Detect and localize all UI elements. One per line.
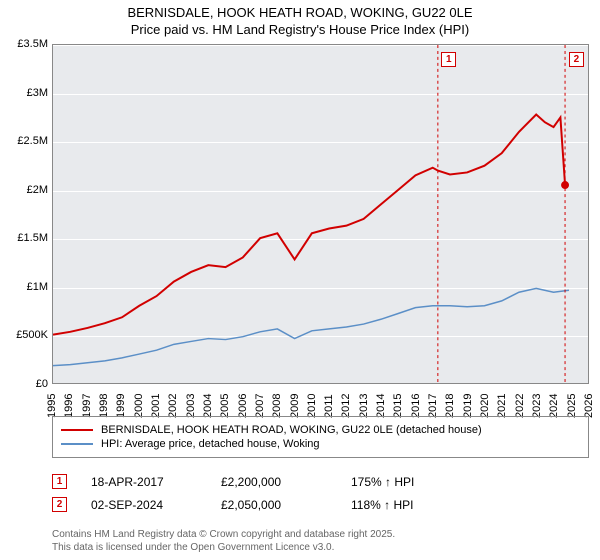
plot-area [52, 44, 589, 384]
x-tick-label: 2013 [358, 398, 370, 418]
x-tick-label: 2011 [323, 398, 335, 418]
x-tick-label: 2014 [375, 398, 387, 418]
x-tick-label: 2005 [219, 398, 231, 418]
y-tick-label: £3M [0, 87, 48, 99]
x-tick-label: 2018 [444, 398, 456, 418]
x-tick-label: 2015 [392, 398, 404, 418]
footer-line-2: This data is licensed under the Open Gov… [52, 541, 589, 554]
transaction-row: 2 02-SEP-2024£2,050,000118% ↑ HPI [52, 493, 589, 516]
x-tick-label: 2016 [410, 398, 422, 418]
transaction-date: 02-SEP-2024 [91, 498, 221, 512]
transaction-delta: 118% ↑ HPI [351, 498, 481, 512]
x-tick-label: 2010 [306, 398, 318, 418]
transaction-price: £2,050,000 [221, 498, 351, 512]
y-tick-label: £0 [0, 378, 48, 390]
legend-row: BERNISDALE, HOOK HEATH ROAD, WOKING, GU2… [61, 423, 580, 437]
x-tick-label: 2012 [340, 398, 352, 418]
x-tick-label: 2026 [583, 398, 595, 418]
y-tick-label: £3.5M [0, 38, 48, 50]
transaction-price: £2,200,000 [221, 475, 351, 489]
y-tick-label: £1.5M [0, 232, 48, 244]
x-tick-label: 2008 [271, 398, 283, 418]
y-tick-label: £1M [0, 281, 48, 293]
footer-line-1: Contains HM Land Registry data © Crown c… [52, 528, 589, 541]
transaction-delta: 175% ↑ HPI [351, 475, 481, 489]
x-tick-label: 2006 [237, 398, 249, 418]
x-tick-label: 2025 [566, 398, 578, 418]
title-line-1: BERNISDALE, HOOK HEATH ROAD, WOKING, GU2… [10, 5, 590, 22]
x-tick-label: 2003 [185, 398, 197, 418]
y-tick-label: £2M [0, 184, 48, 196]
x-tick-label: 1995 [46, 398, 58, 418]
x-tick-label: 2000 [133, 398, 145, 418]
x-tick-label: 1997 [81, 398, 93, 418]
transaction-rows: 1 18-APR-2017£2,200,000175% ↑ HPI 2 02-SEP-… [52, 470, 589, 516]
legend-swatch [61, 443, 93, 445]
transaction-marker: 2 [52, 497, 67, 512]
x-tick-label: 2023 [531, 398, 543, 418]
legend-swatch [61, 429, 93, 431]
legend: BERNISDALE, HOOK HEATH ROAD, WOKING, GU2… [52, 416, 589, 458]
chart-title: BERNISDALE, HOOK HEATH ROAD, WOKING, GU2… [0, 0, 600, 41]
series-hpi [53, 288, 569, 365]
x-tick-label: 2021 [496, 398, 508, 418]
x-tick-label: 1996 [63, 398, 75, 418]
x-tick-label: 2009 [289, 398, 301, 418]
y-tick-label: £2.5M [0, 135, 48, 147]
x-tick-label: 1998 [98, 398, 110, 418]
x-tick-label: 2024 [548, 398, 560, 418]
x-tick-label: 2022 [514, 398, 526, 418]
x-tick-label: 2004 [202, 398, 214, 418]
x-tick-label: 2007 [254, 398, 266, 418]
transaction-date: 18-APR-2017 [91, 475, 221, 489]
chart-container: BERNISDALE, HOOK HEATH ROAD, WOKING, GU2… [0, 0, 600, 560]
x-tick-label: 2001 [150, 398, 162, 418]
y-tick-label: £500K [0, 329, 48, 341]
x-tick-label: 2002 [167, 398, 179, 418]
transaction-row: 1 18-APR-2017£2,200,000175% ↑ HPI [52, 470, 589, 493]
legend-label: HPI: Average price, detached house, Woki… [101, 438, 320, 450]
annotation-marker: 2 [569, 52, 584, 67]
transaction-marker: 1 [52, 474, 67, 489]
x-tick-label: 2019 [462, 398, 474, 418]
chart-svg [53, 45, 588, 383]
footer: Contains HM Land Registry data © Crown c… [52, 528, 589, 554]
x-tick-label: 1999 [115, 398, 127, 418]
x-tick-label: 2017 [427, 398, 439, 418]
legend-label: BERNISDALE, HOOK HEATH ROAD, WOKING, GU2… [101, 424, 482, 436]
series-price_paid [53, 114, 565, 334]
annotation-marker: 1 [441, 52, 456, 67]
x-tick-label: 2020 [479, 398, 491, 418]
title-line-2: Price paid vs. HM Land Registry's House … [10, 22, 590, 39]
legend-row: HPI: Average price, detached house, Woki… [61, 437, 580, 451]
